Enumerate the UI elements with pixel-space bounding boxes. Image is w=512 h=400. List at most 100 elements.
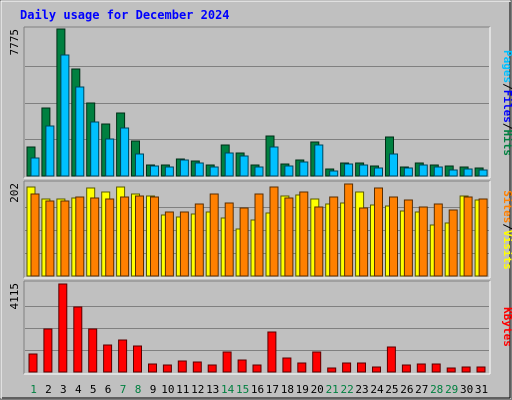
bar-files-day-12 [194,162,204,177]
bar-sites-day-29 [448,209,458,277]
bar-files-day-14 [224,152,234,177]
day-label-23: 23 [355,383,368,396]
day-label-3: 3 [60,383,67,396]
bar-kbytes-day-7 [118,339,128,373]
day-label-16: 16 [251,383,264,396]
y-max-label: 202 [8,183,21,203]
day-label-13: 13 [206,383,219,396]
day-label-12: 12 [191,383,204,396]
bar-files-day-13 [209,166,219,177]
bar-sites-day-4 [75,196,85,277]
day-label-1: 1 [30,383,37,396]
bar-kbytes-day-15 [237,359,247,373]
day-label-31: 31 [475,383,488,396]
bar-kbytes-day-5 [88,328,98,373]
bar-files-day-31 [478,169,488,177]
bar-kbytes-day-30 [461,366,471,373]
bar-files-day-1 [30,157,40,177]
bar-kbytes-day-24 [372,366,381,373]
bar-kbytes-day-20 [312,351,322,373]
bar-kbytes-day-12 [192,361,202,373]
legend-entry: / [501,83,512,90]
bar-sites-day-30 [463,196,473,277]
bar-kbytes-day-21 [327,367,337,373]
bar-sites-day-11 [179,211,189,277]
day-label-24: 24 [370,383,384,396]
bar-kbytes-day-10 [162,364,172,373]
panel-legend: Pages/Files/Hits [501,50,512,156]
bar-kbytes-day-26 [401,364,411,373]
panel-kbytes: 4115 KBytes [8,280,512,375]
bar-sites-day-20 [314,206,324,277]
bar-sites-day-16 [254,193,264,277]
bar-sites-day-27 [418,206,428,277]
bar-files-day-2 [45,125,55,177]
bar-files-day-6 [105,138,115,177]
bar-sites-day-31 [478,198,488,277]
bar-sites-day-14 [224,202,234,277]
day-label-11: 11 [176,383,189,396]
bar-kbytes-day-25 [386,346,396,373]
bar-kbytes-day-19 [297,362,307,373]
bar-files-day-26 [403,167,413,177]
y-max-label: 7775 [8,29,21,56]
bar-kbytes-day-2 [43,328,53,373]
bar-sites-day-17 [269,186,279,277]
legend-entry: Hits [501,130,512,157]
bar-sites-day-3 [60,200,70,277]
legend-entry: Files [501,90,512,123]
day-label-21: 21 [326,383,339,396]
legend-entry: / [501,123,512,130]
day-label-25: 25 [385,383,398,396]
bar-kbytes-day-13 [207,364,217,373]
bar-files-day-11 [179,159,189,177]
day-label-20: 20 [311,383,324,396]
panel-background [24,281,490,374]
bar-kbytes-day-23 [357,362,366,373]
day-label-8: 8 [135,383,142,396]
bar-sites-day-5 [90,197,100,277]
day-label-17: 17 [266,383,279,396]
bar-sites-day-1 [30,193,40,277]
bar-sites-day-9 [150,196,159,277]
day-label-6: 6 [105,383,112,396]
bar-sites-day-8 [135,195,144,277]
bar-sites-day-7 [120,196,130,277]
bar-kbytes-day-11 [177,360,187,373]
day-label-19: 19 [296,383,309,396]
bar-sites-day-13 [209,193,219,277]
bar-kbytes-day-18 [282,357,292,373]
day-labels: 1 2 3 4 5 6 7 8 9 10 11 12 13 14 15 16 17 18 19 20 21 22 23 24 2… [30,383,488,396]
bar-files-day-18 [284,165,294,177]
bar-files-day-19 [299,161,309,177]
legend-entry: Visits [501,230,512,270]
day-label-28: 28 [430,383,443,396]
bar-files-day-4 [75,86,85,177]
day-label-29: 29 [445,383,458,396]
bar-files-day-28 [433,166,443,177]
legend-entry: Pages [501,50,512,83]
bar-files-day-10 [164,166,174,177]
bar-files-day-17 [269,146,279,177]
bar-sites-day-22 [344,183,354,277]
day-label-14: 14 [221,383,235,396]
bar-kbytes-day-17 [267,331,277,373]
bar-sites-day-12 [194,203,204,277]
day-label-18: 18 [281,383,294,396]
day-label-5: 5 [90,383,97,396]
bar-files-day-16 [254,166,264,177]
bar-files-day-24 [374,167,383,177]
bar-sites-day-6 [105,198,115,277]
day-label-10: 10 [161,383,174,396]
bar-files-day-8 [135,153,144,177]
bar-files-day-5 [90,121,100,177]
bar-files-day-23 [359,164,369,177]
bar-kbytes-day-29 [446,367,456,373]
y-max-label: 4115 [8,283,21,310]
day-label-2: 2 [45,383,52,396]
bar-kbytes-day-8 [133,345,142,373]
bar-sites-day-2 [45,200,55,277]
bar-sites-day-15 [239,207,249,277]
day-label-26: 26 [400,383,413,396]
